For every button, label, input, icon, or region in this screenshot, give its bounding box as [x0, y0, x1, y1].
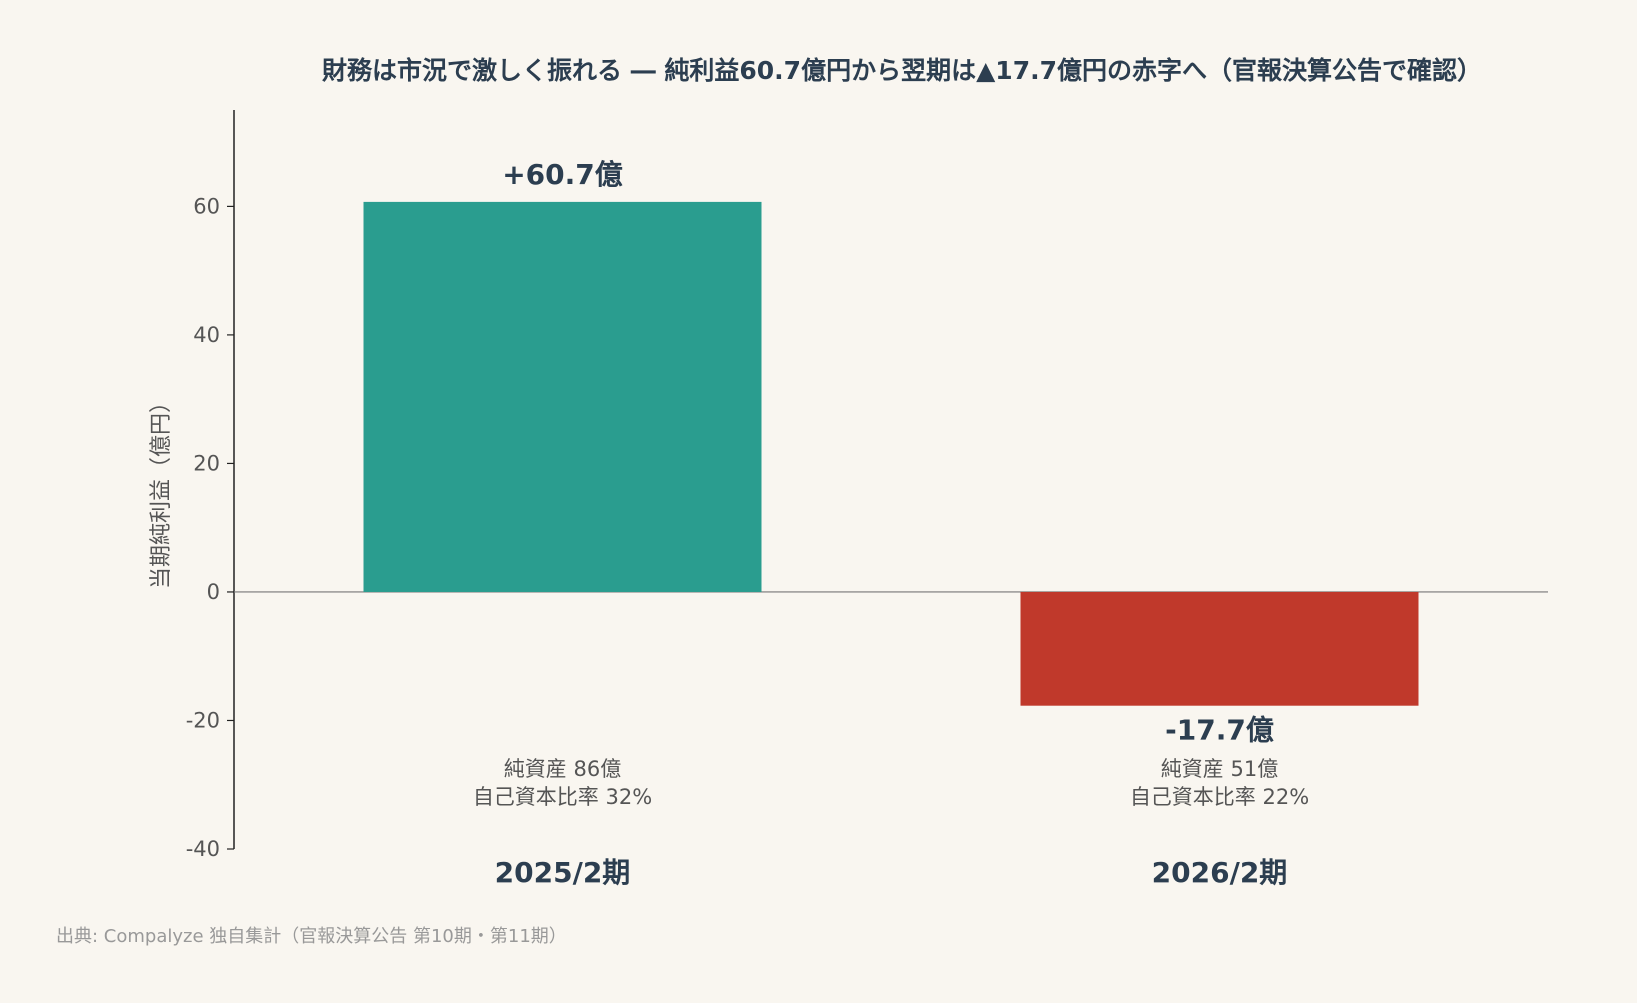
net-assets-note: 純資産 51億: [1161, 757, 1278, 781]
net-assets-note: 純資産 86億: [504, 757, 621, 781]
chart-title: 財務は市況で激しく振れる ― 純利益60.7億円から翌期は▲17.7億円の赤字へ…: [322, 56, 1482, 85]
y-tick-label: -40: [186, 837, 220, 861]
bar-1: [363, 201, 762, 592]
bar-value-label: +60.7億: [502, 158, 623, 191]
y-tick-label: 0: [207, 580, 220, 604]
y-tick-label: -20: [186, 708, 220, 732]
y-tick-label: 40: [193, 323, 220, 347]
category-label: 2025/2期: [495, 856, 631, 889]
y-axis-label: 当期純利益（億円）: [149, 391, 174, 589]
y-tick-label: 20: [193, 451, 220, 475]
bar-value-label: -17.7億: [1165, 714, 1274, 747]
equity-ratio-note: 自己資本比率 22%: [1130, 785, 1309, 809]
bars: [363, 201, 1419, 706]
y-tick-label: 60: [193, 194, 220, 218]
bar-2: [1020, 591, 1419, 706]
category-label: 2026/2期: [1152, 856, 1288, 889]
equity-ratio-note: 自己資本比率 32%: [473, 785, 652, 809]
source-note: 出典: Compalyze 独自集計（官報決算公告 第10期・第11期）: [56, 926, 567, 947]
